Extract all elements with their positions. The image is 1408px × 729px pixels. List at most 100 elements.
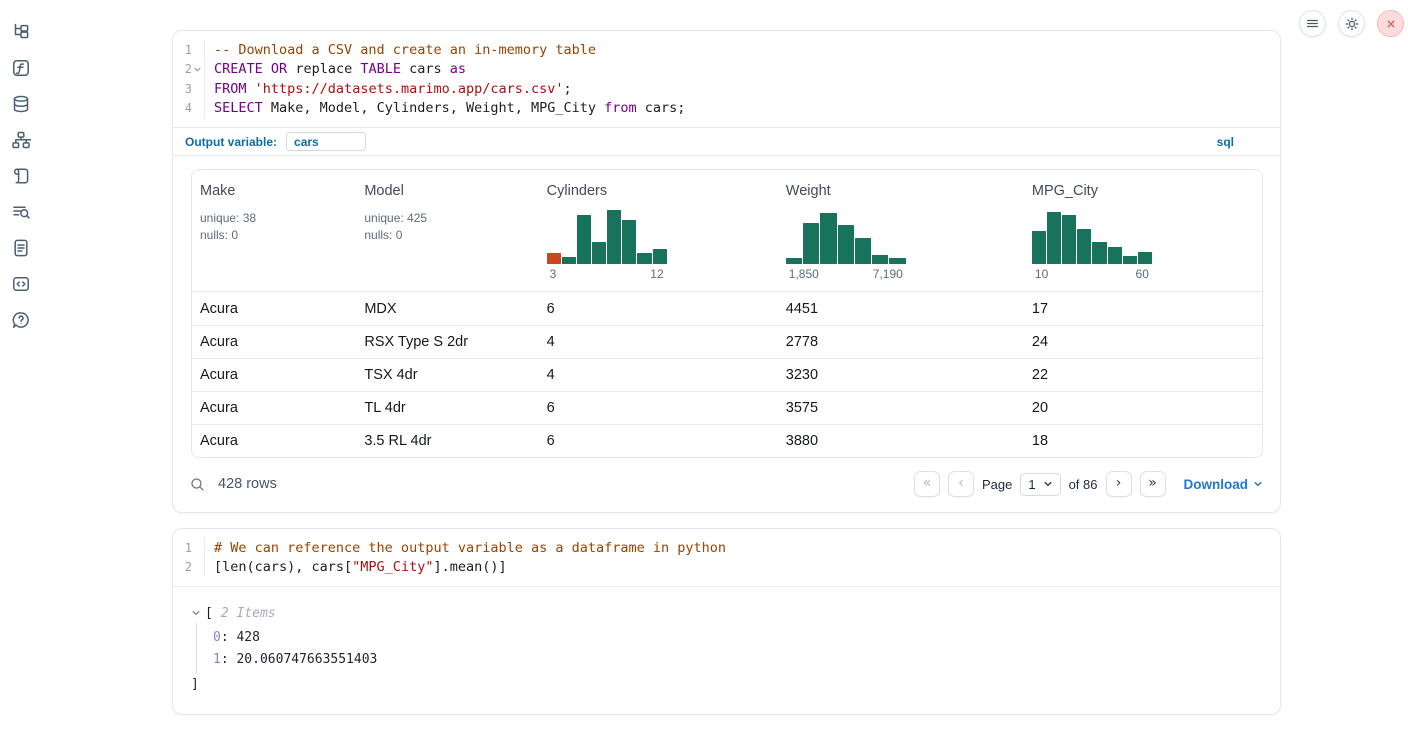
collapse-icon[interactable] xyxy=(191,608,201,618)
column-name[interactable]: Weight xyxy=(785,183,831,199)
histogram-bar xyxy=(889,258,906,264)
top-controls xyxy=(1299,10,1404,37)
table-header: Make unique: 38 nulls: 0 Model unique: 425 nu… xyxy=(192,170,1262,292)
table-cell: 6 xyxy=(546,400,555,416)
entry-index: 0 xyxy=(213,629,221,645)
table-row[interactable]: Acura RSX Type S 2dr 4 2778 24 xyxy=(192,325,1262,358)
column-summary: unique: 425 nulls: 0 xyxy=(364,211,428,242)
shutdown-button[interactable] xyxy=(1377,10,1404,37)
table-column-header: Weight 1,850 7,190 xyxy=(778,183,1024,291)
code-line[interactable]: SELECT Make, Model, Cylinders, Weight, M… xyxy=(214,100,686,117)
table-cell: 4 xyxy=(546,334,555,350)
column-histogram xyxy=(785,210,906,264)
items-count: 2 Items xyxy=(220,605,276,621)
histogram-bar xyxy=(820,213,837,264)
table-cell: Acura xyxy=(200,400,238,416)
histogram-bar xyxy=(1047,212,1062,264)
snippets-icon[interactable] xyxy=(11,274,31,294)
table-cell: 20 xyxy=(1031,400,1049,416)
tree-entries: 0: 428 1: 20.060747663551403 xyxy=(196,623,1262,674)
code-line[interactable]: # We can reference the output variable a… xyxy=(214,539,727,556)
table-cell: 18 xyxy=(1031,433,1049,449)
table-cell: TL 4dr xyxy=(364,400,406,416)
tree-root: [ 2 Items xyxy=(191,603,1262,623)
table-cell: RSX Type S 2dr xyxy=(364,334,469,350)
documentation-icon[interactable] xyxy=(11,238,31,258)
column-name[interactable]: Cylinders xyxy=(546,183,608,199)
search-icon[interactable] xyxy=(189,476,206,493)
table-cell: TSX 4dr xyxy=(364,367,418,383)
table-cell: 17 xyxy=(1031,300,1049,317)
line-number: 2 xyxy=(184,560,192,575)
page-label: Page xyxy=(981,476,1013,492)
file-explorer-icon[interactable] xyxy=(11,22,31,42)
code-line[interactable]: -- Download a CSV and create an in-memor… xyxy=(214,41,597,58)
column-name[interactable]: Model xyxy=(364,183,404,199)
histogram-bar xyxy=(592,242,607,264)
code-line[interactable]: FROM 'https://datasets.marimo.app/cars.c… xyxy=(214,80,572,97)
code-lines[interactable]: -- Download a CSV and create an in-memor… xyxy=(205,40,685,118)
table-column-header: Model unique: 425 nulls: 0 xyxy=(356,183,538,291)
histogram-bar xyxy=(837,225,854,264)
code-line[interactable]: CREATE OR replace TABLE cars as xyxy=(214,61,467,78)
fold-chevron-icon[interactable] xyxy=(193,65,202,74)
table-column-header: MPG_City 10 60 xyxy=(1024,183,1262,291)
close-bracket: ] xyxy=(191,676,199,692)
histogram-bar xyxy=(1122,256,1137,264)
cell-output-tree: [ 2 Items 0: 428 1: 20.060747663551403 ] xyxy=(173,587,1280,714)
histogram-bar xyxy=(1092,242,1107,264)
notebook-menu-button[interactable] xyxy=(1299,10,1326,37)
next-page-button[interactable]: › xyxy=(1105,471,1132,497)
line-number: 1 xyxy=(184,42,192,57)
scratchpad-icon[interactable] xyxy=(11,166,31,186)
download-button[interactable]: Download xyxy=(1184,477,1264,492)
download-label: Download xyxy=(1183,476,1249,492)
logs-icon[interactable] xyxy=(11,202,31,222)
help-icon[interactable] xyxy=(11,310,31,330)
table-cell: 24 xyxy=(1031,334,1049,350)
table-cell: 22 xyxy=(1031,367,1049,383)
table-cell: 2778 xyxy=(785,334,819,350)
table-row[interactable]: Acura MDX 6 4451 17 xyxy=(192,292,1262,325)
prev-page-button[interactable]: ‹ xyxy=(947,471,974,497)
histogram-bar xyxy=(1137,252,1152,264)
table-cell: 3575 xyxy=(785,400,819,416)
last-page-button[interactable]: » xyxy=(1139,471,1166,497)
page-select[interactable]: 1 xyxy=(1020,472,1061,496)
line-number: 2 xyxy=(173,60,202,80)
code-lines[interactable]: # We can reference the output variable a… xyxy=(205,538,726,577)
table-cell: Acura xyxy=(200,433,238,449)
page-select-value: 1 xyxy=(1028,476,1036,492)
datasources-icon[interactable] xyxy=(11,94,31,114)
table-row[interactable]: Acura 3.5 RL 4dr 6 3880 18 xyxy=(192,424,1262,457)
table-cell: 3230 xyxy=(785,367,819,383)
first-page-button[interactable]: « xyxy=(913,471,940,497)
settings-button[interactable] xyxy=(1338,10,1365,37)
histogram-bar xyxy=(872,255,889,264)
column-name[interactable]: MPG_City xyxy=(1031,183,1098,199)
page-total: of 86 xyxy=(1068,476,1098,492)
table-cell: 3.5 RL 4dr xyxy=(364,433,432,449)
histogram-bar xyxy=(652,249,667,264)
output-variable-input[interactable] xyxy=(286,132,367,151)
row-count: 428 rows xyxy=(218,476,277,492)
code-line[interactable]: [len(cars), cars["MPG_City"].mean()] xyxy=(214,559,507,576)
chevron-down-icon xyxy=(1253,479,1263,489)
table-cell: Acura xyxy=(200,334,238,350)
histogram-bar xyxy=(1107,247,1122,264)
dependency-graph-icon[interactable] xyxy=(11,130,31,150)
histogram-bar xyxy=(854,238,872,264)
column-name[interactable]: Make xyxy=(200,183,236,199)
table-cell: MDX xyxy=(364,300,397,317)
table-row[interactable]: Acura TL 4dr 6 3575 20 xyxy=(192,391,1262,424)
variables-icon[interactable] xyxy=(11,58,31,78)
histogram-bar xyxy=(637,253,652,264)
table-row[interactable]: Acura TSX 4dr 4 3230 22 xyxy=(192,358,1262,391)
column-histogram xyxy=(1031,210,1152,264)
